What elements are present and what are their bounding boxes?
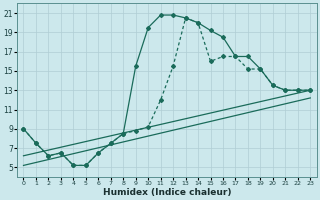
X-axis label: Humidex (Indice chaleur): Humidex (Indice chaleur)	[103, 188, 231, 197]
